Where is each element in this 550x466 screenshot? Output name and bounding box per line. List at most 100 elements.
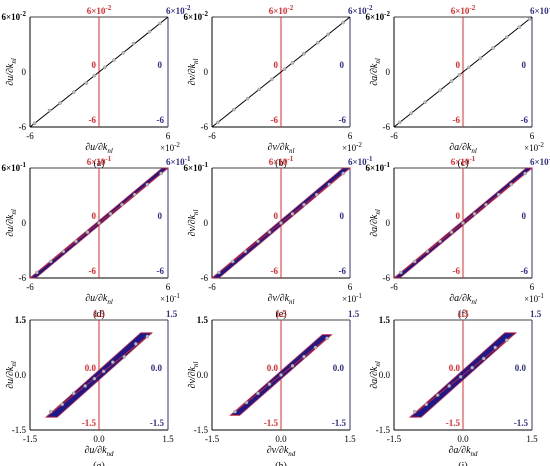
red-tick-label: 6×10-1 (451, 155, 476, 167)
y-tick-label: -6 (383, 273, 391, 283)
data-point (244, 400, 249, 405)
data-point (131, 41, 136, 46)
data-point (85, 230, 90, 234)
data-point (527, 17, 532, 21)
blue-tick-label: 0 (522, 60, 527, 70)
data-point (122, 354, 127, 359)
data-point (32, 121, 37, 126)
blue-tick-label: 6×10-2 (348, 4, 373, 16)
x-axis-label: ∂v/∂knd (267, 445, 296, 458)
data-point (412, 259, 417, 264)
y-tick-label: 6×10-1 (366, 161, 391, 173)
y-axis-label: ∂u/∂knl (5, 361, 18, 389)
red-tick-label: -6 (89, 115, 97, 125)
x-axis-label: ∂u/∂knd (84, 445, 114, 458)
data-point (435, 393, 440, 397)
blue-tick-label: 0 (340, 211, 345, 221)
blue-tick-label: 6×10-2 (530, 4, 550, 16)
data-point (509, 182, 514, 187)
y-tick-label: 0 (22, 67, 27, 77)
blue-tick-label: -6 (157, 266, 165, 276)
blue-tick-label: 0 (522, 211, 527, 221)
red-tick-label: 0 (456, 60, 461, 70)
x-tick-label: -6 (208, 282, 216, 292)
data-point (47, 108, 52, 113)
panel-caption: (d) (93, 309, 105, 320)
panel-e: -606×10-1 6×10-10-66×10-10-6-6 6×10-1∂v/∂k… (184, 155, 373, 320)
panel-c: -606×10-26×10-20-66×10-20-6-66×10-2∂a/∂k… (366, 4, 550, 169)
data-point (397, 120, 402, 125)
red-tick-label: 1.5 (93, 309, 105, 319)
y-axis-label: ∂u/∂knl (5, 209, 18, 237)
red-tick-label: 1.5 (457, 309, 469, 319)
data-point (92, 73, 97, 78)
panel-caption: (a) (93, 158, 104, 169)
y-axis-label: ∂u/∂knl (5, 58, 18, 86)
data-point (108, 212, 113, 216)
data-point (302, 354, 306, 359)
data-point (147, 29, 152, 34)
data-point (325, 336, 329, 341)
red-tick-label: -1.5 (446, 418, 461, 428)
data-point (314, 192, 319, 197)
x-tick-label: 6 (348, 131, 353, 141)
fit-line (393, 16, 533, 128)
panel-caption: (c) (457, 158, 468, 169)
red-tick-label: 6×10-2 (451, 4, 476, 16)
data-point (282, 67, 287, 72)
y-tick-label: 0 (204, 218, 209, 228)
blue-tick-label: -1.5 (514, 418, 529, 428)
data-point (132, 192, 137, 197)
red-tick-label: 0.0 (267, 363, 279, 373)
data-point (496, 192, 501, 197)
y-tick-label: 6×10-2 (2, 10, 27, 22)
y-axis-label: ∂a/∂knl (369, 209, 382, 237)
data-point (409, 111, 414, 116)
data-point (290, 364, 295, 368)
y-tick-label: 0 (22, 218, 27, 228)
y-axis-label: ∂a/∂knl (369, 361, 382, 389)
red-tick-label: -6 (271, 266, 279, 276)
data-point (425, 249, 430, 254)
y-tick-label: 0.0 (379, 370, 391, 380)
data-point (449, 79, 454, 83)
y-tick-label: 0 (386, 218, 391, 228)
x-tick-label: 0.0 (457, 434, 469, 444)
data-point (484, 202, 488, 207)
blue-tick-label: -6 (157, 115, 165, 125)
red-tick-label: 0 (456, 211, 461, 221)
data-point (327, 182, 332, 187)
data-point (279, 221, 283, 225)
data-point (61, 249, 66, 254)
x-tick-label: 0.0 (93, 434, 105, 444)
fit-line (409, 332, 517, 418)
data-point (58, 101, 62, 105)
y-tick-label: 0 (386, 67, 391, 77)
x-axis-label: ∂u/∂knl (85, 142, 113, 155)
y-axis-label: ∂v/∂knl (187, 209, 200, 236)
data-point (341, 20, 345, 25)
red-tick-label: -1.5 (82, 418, 97, 428)
y-axis-label: ∂a/∂knl (369, 58, 382, 86)
panel-caption: (e) (275, 309, 286, 320)
x-tick-label: 6 (166, 131, 171, 141)
red-tick-label: 1.5 (275, 309, 287, 319)
data-point (449, 230, 454, 234)
data-point (71, 391, 76, 396)
data-point (84, 81, 89, 85)
data-point (290, 212, 295, 216)
y-tick-label: 1.5 (15, 315, 27, 325)
panel-caption: (b) (275, 158, 287, 169)
red-tick-label: 6×10-2 (269, 4, 294, 16)
data-point (256, 239, 260, 244)
x-axis-label: ∂v/∂knl (268, 142, 295, 155)
data-point (269, 77, 274, 82)
data-point (102, 65, 107, 70)
x-tick-label: -6 (208, 131, 216, 141)
panel-b: -606×10-2 6×10-20-66×10-20-6-6 6×10-2∂v/∂k… (184, 4, 373, 169)
data-point (412, 409, 417, 414)
panel-caption: (i) (458, 461, 467, 466)
blue-tick-label: -1.5 (150, 418, 165, 428)
x-tick-label: -1.5 (23, 434, 38, 444)
x-exponent-label: ×10-1 (342, 292, 362, 304)
